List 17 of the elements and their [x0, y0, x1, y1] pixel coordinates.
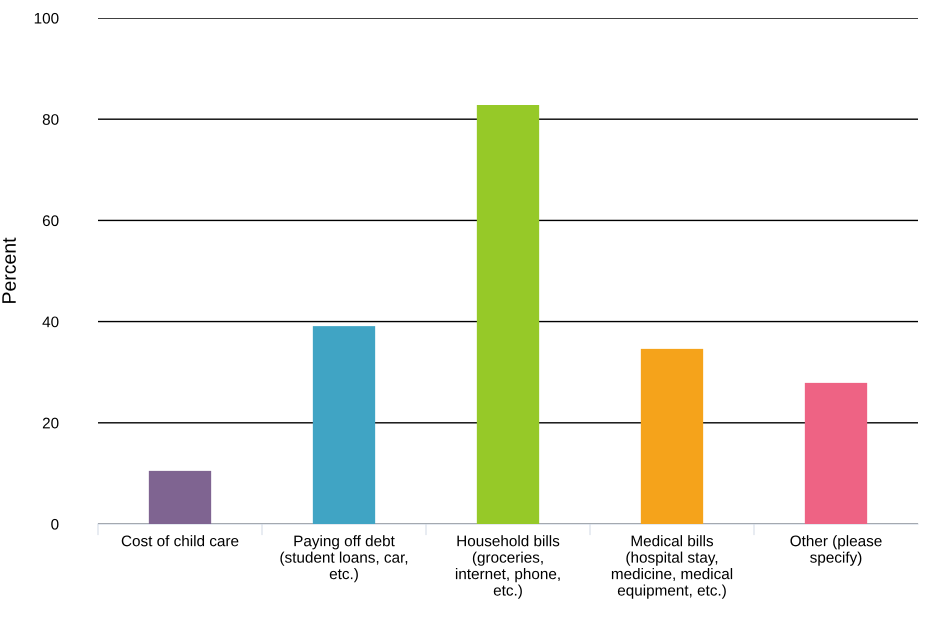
- y-tick-label: 100: [34, 12, 59, 24]
- y-tick-label: 20: [42, 418, 59, 428]
- y-tick-label: 0: [51, 518, 59, 530]
- y-axis-title: Percent: [2, 238, 16, 303]
- x-tick-label: Medical bills (hospital stay, medicine, medical equipment, etc.): [612, 535, 732, 599]
- bar: [476, 105, 540, 524]
- y-tick-label: 40: [42, 316, 59, 328]
- bar: [804, 382, 868, 524]
- bar: [640, 348, 704, 524]
- bar: [312, 326, 376, 524]
- x-tick-label: Household bills (groceries, internet, phone, etc.): [456, 535, 560, 599]
- x-tick-label: Paying off debt (student loans, car, etc.): [280, 535, 408, 582]
- y-tick-label: 80: [42, 114, 59, 125]
- x-tick-label: Cost of child care: [122, 535, 238, 546]
- y-tick-label: 60: [42, 215, 59, 226]
- x-tick-label: Other (please specify): [790, 535, 882, 566]
- bar: [148, 470, 212, 524]
